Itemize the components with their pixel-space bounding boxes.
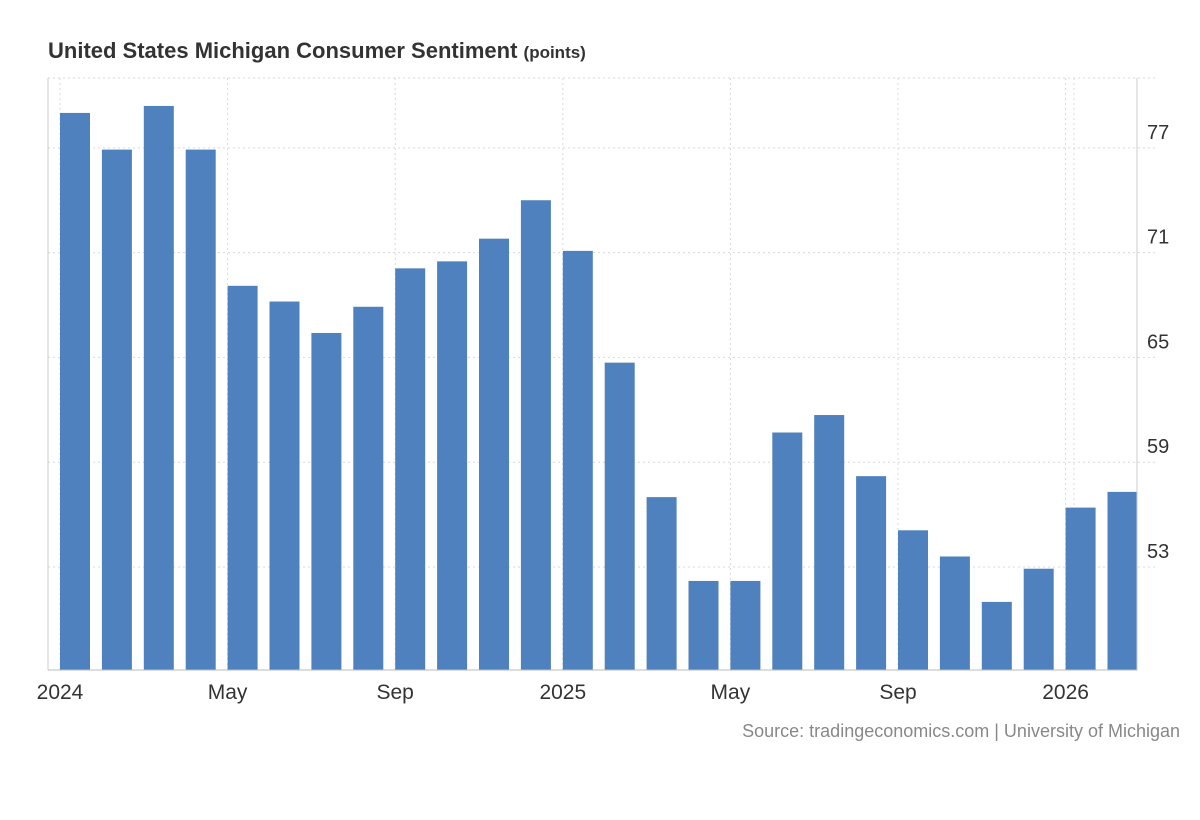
chart-title: United States Michigan Consumer Sentimen…: [48, 38, 586, 64]
bar-dec-2024[interactable]: [520, 200, 551, 670]
x-tick-label: Sep: [377, 681, 414, 704]
bar-apr-2025[interactable]: [688, 580, 719, 670]
bar-aug-2025[interactable]: [856, 476, 887, 670]
y-tick-label: 77: [1147, 122, 1169, 144]
bar-aug-2024[interactable]: [353, 306, 384, 670]
y-tick-label: 65: [1147, 331, 1169, 353]
bar-dec-2025[interactable]: [1023, 568, 1054, 670]
bar-jul-2025[interactable]: [814, 415, 845, 670]
bar-may-2025[interactable]: [730, 580, 761, 670]
y-tick-label: 59: [1147, 436, 1169, 458]
x-tick-label: May: [208, 681, 248, 704]
bar-oct-2025[interactable]: [939, 556, 970, 670]
chart-unit: (points): [523, 43, 586, 62]
bar-jan-2026[interactable]: [1065, 507, 1096, 670]
x-tick-label: 2025: [539, 681, 586, 704]
bar-feb-2025[interactable]: [604, 362, 635, 670]
bar-jun-2024[interactable]: [269, 301, 300, 670]
chart-title-text: United States Michigan Consumer Sentimen…: [48, 38, 518, 63]
x-tick-label: 2024: [37, 681, 84, 704]
source-note: Source: tradingeconomics.com | Universit…: [742, 721, 1180, 741]
bar-jul-2024[interactable]: [311, 332, 342, 670]
x-tick-label: May: [711, 681, 751, 704]
label-layer: 53 59 65 71 77 2024 May Sep 2025 May Sep 2026: [37, 122, 1170, 704]
bar-sep-2025[interactable]: [898, 530, 928, 670]
x-tick-label: 2026: [1042, 681, 1089, 704]
bar-nov-2025[interactable]: [981, 601, 1012, 670]
bar-mar-2024[interactable]: [143, 105, 174, 671]
bar-nov-2024[interactable]: [479, 238, 509, 670]
x-tick-label: Sep: [879, 681, 916, 704]
bar-apr-2024[interactable]: [185, 149, 216, 670]
bar-layer: [60, 105, 1138, 671]
bar-mar-2025[interactable]: [646, 497, 677, 670]
y-tick-label: 53: [1147, 541, 1169, 563]
bar-feb-2024[interactable]: [101, 149, 132, 670]
bar-may-2024[interactable]: [227, 285, 258, 670]
axis-layer: [47, 78, 1138, 671]
bar-feb-2026[interactable]: [1107, 491, 1138, 670]
y-tick-label: 71: [1147, 227, 1169, 249]
bar-jan-2025[interactable]: [562, 250, 593, 670]
bar-jan-2024[interactable]: [60, 112, 90, 670]
bar-oct-2024[interactable]: [437, 261, 468, 670]
bar-jun-2025[interactable]: [772, 432, 803, 670]
bar-sep-2024[interactable]: [395, 268, 426, 670]
